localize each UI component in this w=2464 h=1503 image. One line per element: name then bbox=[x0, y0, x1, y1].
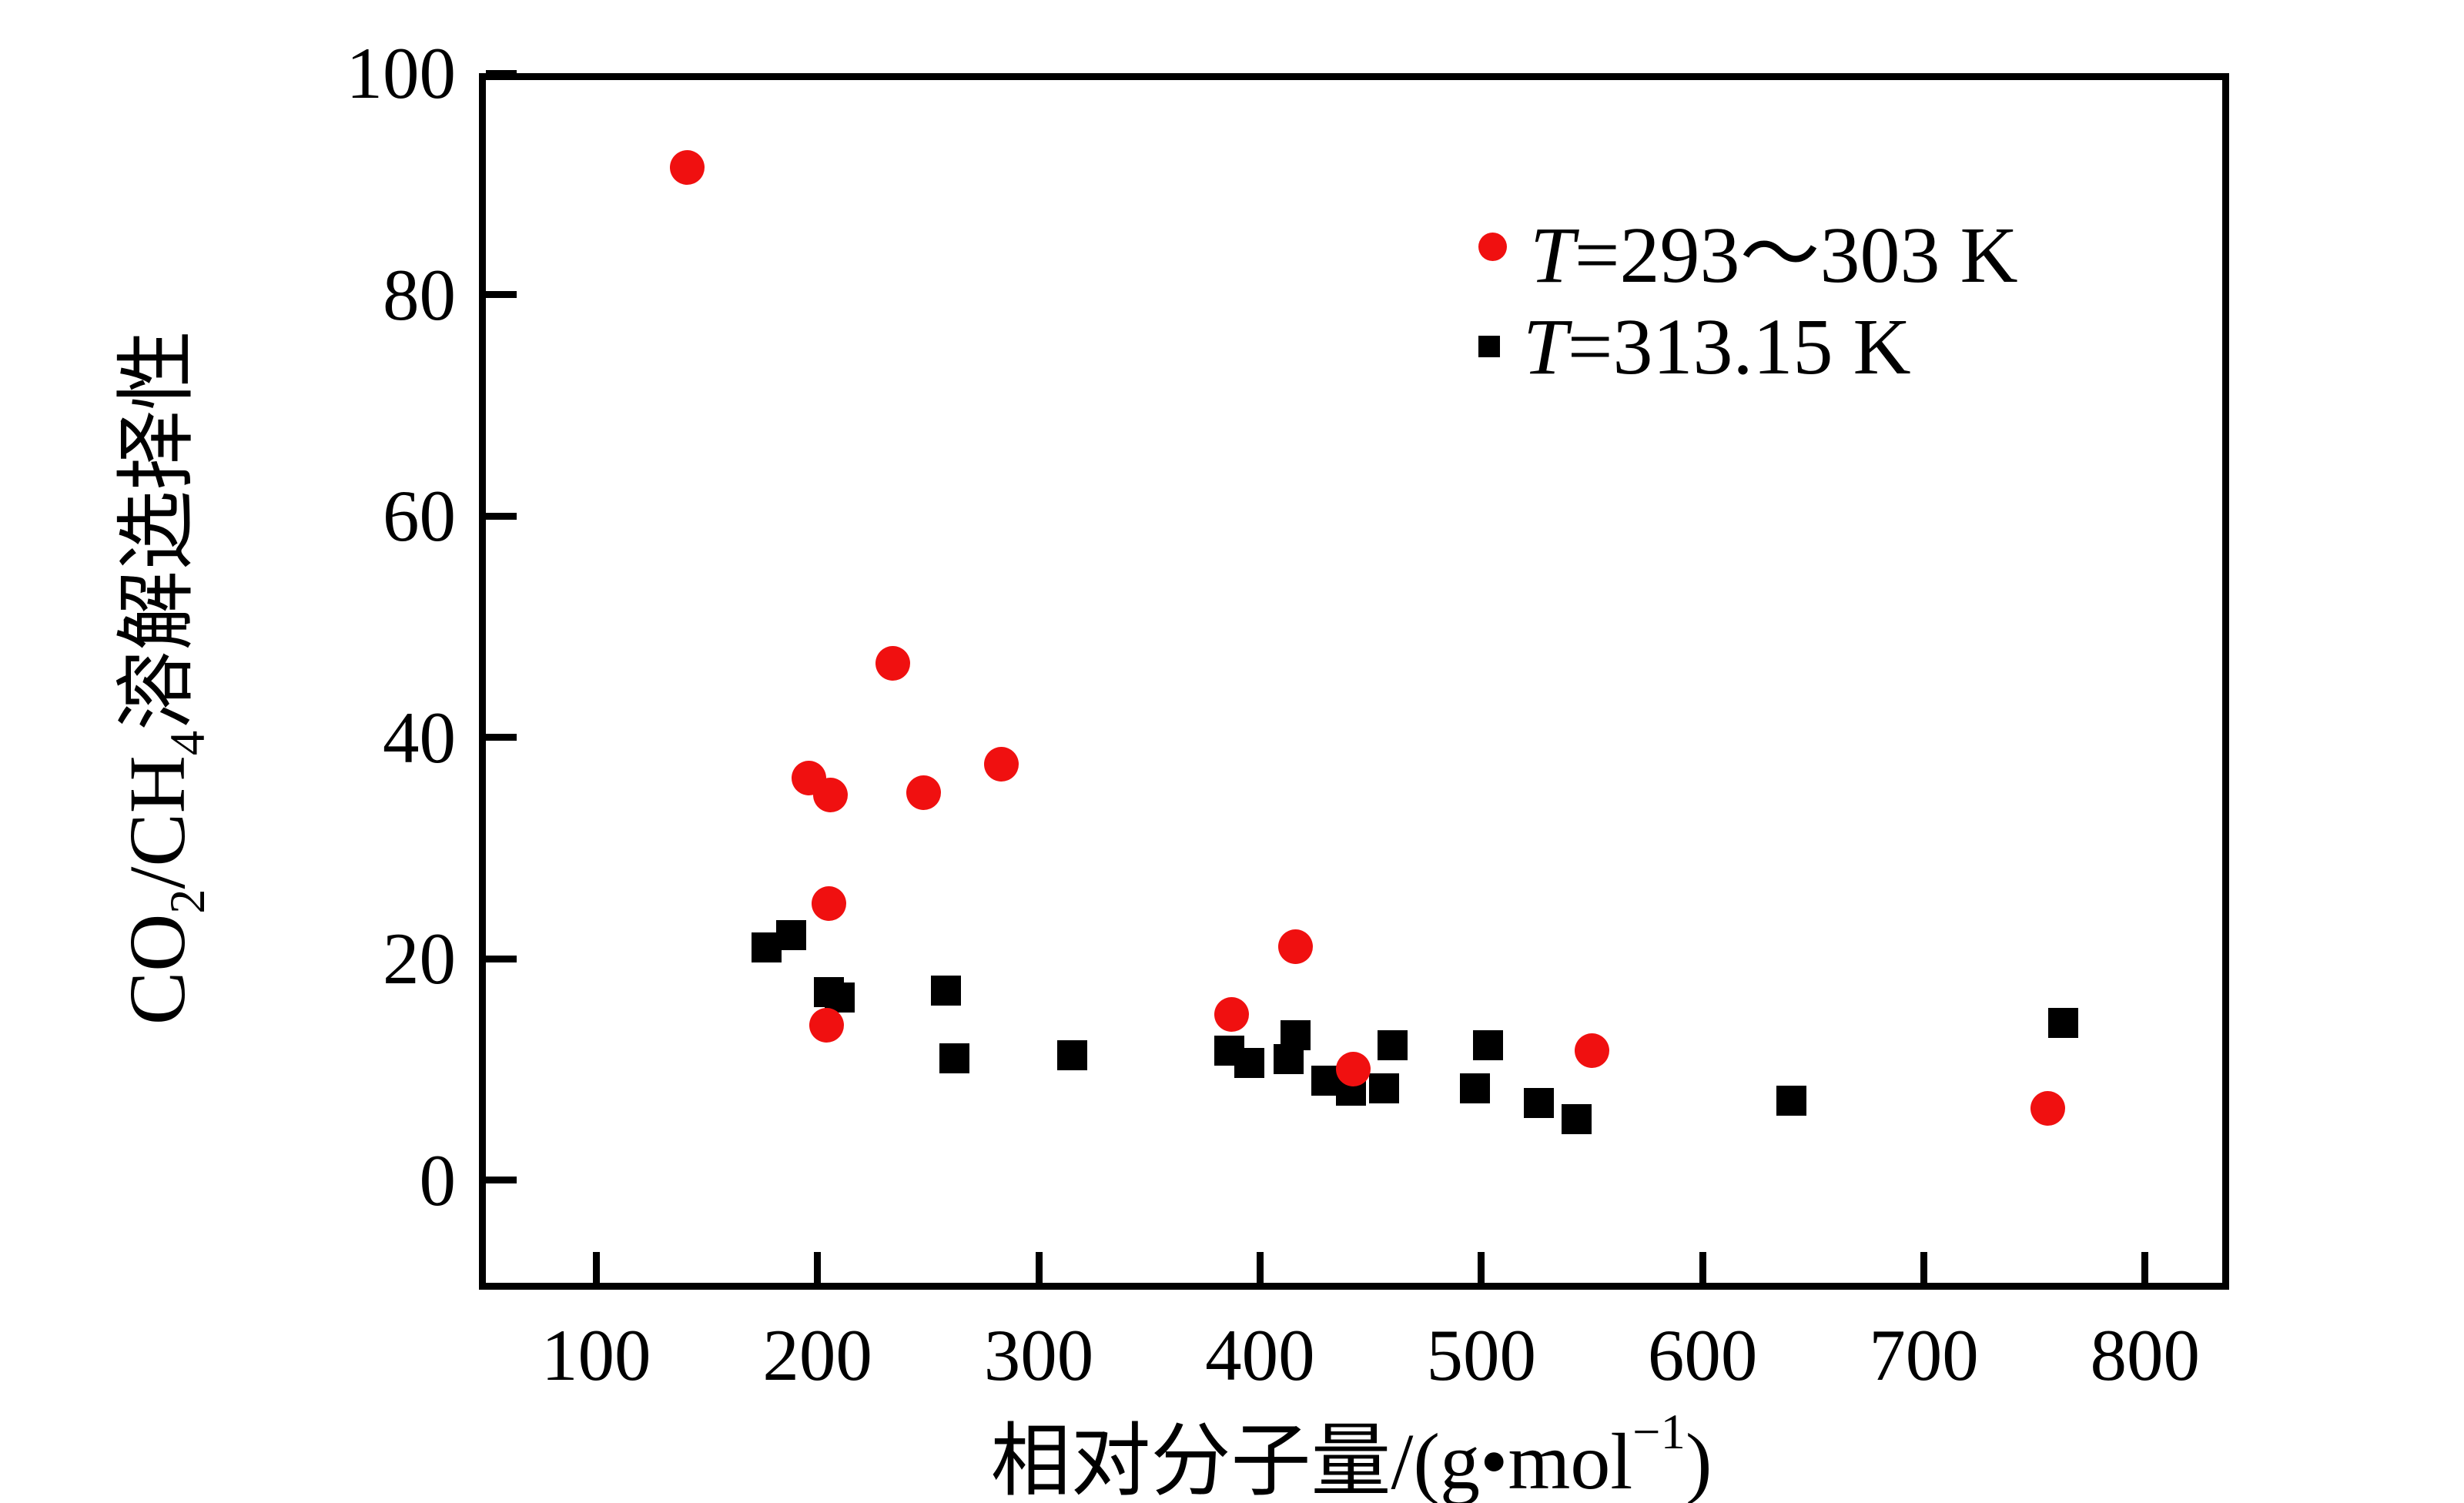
text-segment: T bbox=[1530, 210, 1575, 300]
legend-red-circle-marker bbox=[1478, 232, 1507, 261]
y-axis-title: CO2/CH4溶解选择性 bbox=[108, 23, 215, 1332]
x-axis-tick-label: 200 bbox=[762, 1314, 872, 1396]
data-point-black-square bbox=[775, 920, 806, 951]
x-axis-tick bbox=[1920, 1252, 1927, 1283]
text-segment: −1 bbox=[1632, 1404, 1686, 1459]
x-axis-tick bbox=[1256, 1252, 1264, 1283]
y-axis-tick-label: 0 bbox=[419, 1139, 457, 1221]
y-axis-tick bbox=[486, 291, 517, 299]
text-segment: ) bbox=[1685, 1418, 1712, 1503]
y-axis-tick bbox=[486, 734, 517, 741]
data-point-black-square bbox=[1280, 1019, 1311, 1050]
legend-label-black-series: T=313.15 K bbox=[1523, 301, 1911, 393]
y-axis-tick bbox=[486, 1177, 517, 1184]
data-point-red-circle bbox=[983, 746, 1019, 782]
y-axis-tick bbox=[486, 512, 517, 520]
data-point-red-circle bbox=[811, 885, 846, 921]
data-point-red-circle bbox=[1335, 1052, 1371, 1087]
data-point-red-circle bbox=[1574, 1033, 1609, 1068]
text-segment: =313.15 K bbox=[1567, 302, 1911, 391]
data-point-red-circle bbox=[808, 1007, 844, 1043]
y-axis-tick-label: 100 bbox=[346, 32, 457, 114]
data-point-black-square bbox=[1561, 1104, 1592, 1135]
data-point-black-square bbox=[1378, 1029, 1408, 1060]
x-axis-title: 相对分子量/(g•mol−1) bbox=[812, 1382, 1890, 1503]
data-point-black-square bbox=[1234, 1047, 1264, 1078]
x-axis-tick bbox=[1035, 1252, 1043, 1283]
legend-item-black-series: T=313.15 K bbox=[1478, 296, 1911, 397]
data-point-red-circle bbox=[813, 777, 849, 812]
x-axis-tick-label: 800 bbox=[2090, 1314, 2201, 1396]
x-axis-tick-label: 400 bbox=[1205, 1314, 1315, 1396]
text-segment: 溶解选择性 bbox=[113, 330, 202, 731]
legend-black-square-marker bbox=[1478, 336, 1500, 357]
x-axis-tick-label: 100 bbox=[541, 1314, 651, 1396]
y-axis-tick-label: 80 bbox=[383, 253, 456, 336]
x-axis-tick-label: 600 bbox=[1647, 1314, 1758, 1396]
data-point-red-circle bbox=[1277, 929, 1313, 964]
data-point-black-square bbox=[1459, 1073, 1490, 1103]
x-axis-tick bbox=[2141, 1252, 2149, 1283]
text-segment: 2 bbox=[160, 889, 215, 914]
x-axis-tick bbox=[1478, 1252, 1485, 1283]
x-axis-tick-label: 700 bbox=[1869, 1314, 1979, 1396]
text-segment: CO bbox=[113, 913, 202, 1026]
y-axis-tick-label: 40 bbox=[383, 696, 456, 778]
data-point-black-square bbox=[1368, 1073, 1399, 1103]
data-point-black-square bbox=[930, 976, 961, 1006]
data-point-red-circle bbox=[875, 645, 910, 681]
data-point-red-circle bbox=[669, 149, 705, 185]
data-point-black-square bbox=[1523, 1087, 1554, 1118]
x-axis-tick bbox=[1699, 1252, 1706, 1283]
legend-label-red-series: T=293～303 K bbox=[1530, 189, 2018, 305]
x-axis-tick-label: 500 bbox=[1426, 1314, 1536, 1396]
data-point-black-square bbox=[939, 1043, 970, 1074]
text-segment: /CH bbox=[113, 755, 202, 889]
data-point-red-circle bbox=[906, 775, 942, 810]
text-segment: 相对分子量/(g•mol bbox=[990, 1418, 1633, 1503]
y-axis-tick-label: 20 bbox=[383, 918, 456, 1000]
x-axis-tick-label: 300 bbox=[983, 1314, 1094, 1396]
text-segment: T bbox=[1523, 302, 1568, 391]
x-axis-tick bbox=[592, 1252, 600, 1283]
data-point-red-circle bbox=[1214, 996, 1249, 1032]
data-point-black-square bbox=[824, 982, 855, 1013]
data-point-black-square bbox=[1472, 1029, 1503, 1060]
text-segment: =293～303 K bbox=[1574, 210, 2018, 300]
data-point-black-square bbox=[1056, 1039, 1087, 1070]
x-axis-tick bbox=[814, 1252, 822, 1283]
data-point-red-circle bbox=[2030, 1090, 2065, 1126]
data-point-black-square bbox=[2047, 1008, 2078, 1039]
text-segment: 4 bbox=[160, 730, 215, 756]
legend-item-red-series: T=293～303 K bbox=[1478, 196, 2018, 300]
y-axis-tick bbox=[486, 69, 517, 77]
data-point-black-square bbox=[1776, 1085, 1806, 1116]
plot-area bbox=[479, 69, 2229, 1290]
y-axis-tick-label: 60 bbox=[383, 475, 456, 557]
y-axis-tick bbox=[486, 955, 517, 962]
